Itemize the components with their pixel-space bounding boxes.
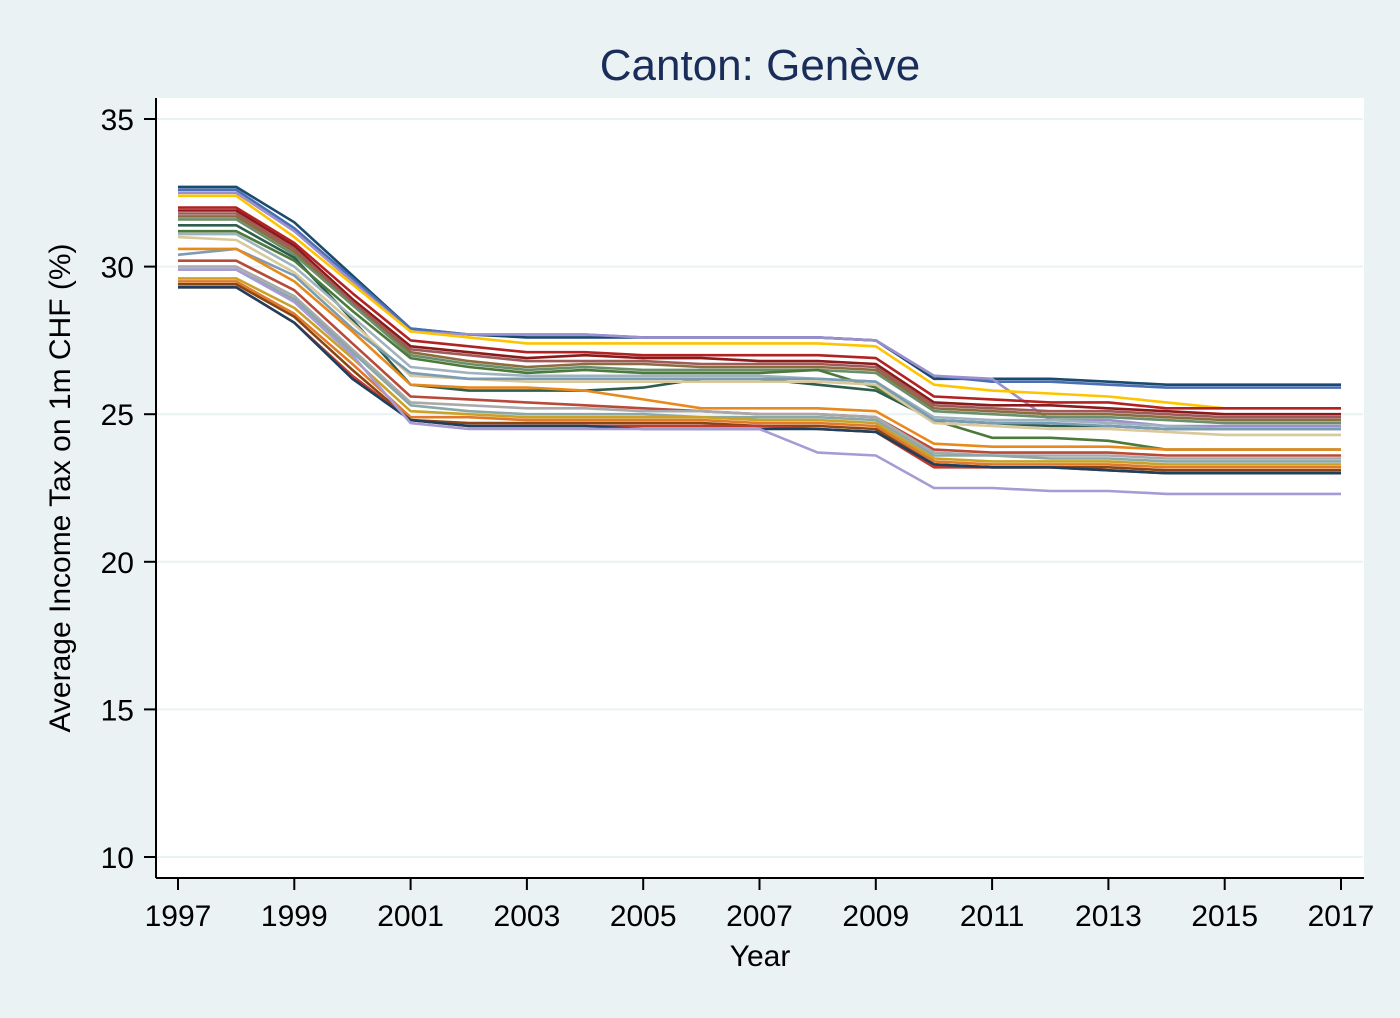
y-tick-label-35: 35	[101, 104, 134, 137]
y-tick-label-30: 30	[101, 252, 134, 285]
series-line-17	[178, 265, 1341, 460]
series-line-4	[178, 194, 1341, 410]
x-tick-label-2015: 2015	[1191, 900, 1258, 933]
series-line-11	[178, 229, 1341, 451]
x-tick-label-2009: 2009	[842, 900, 909, 933]
series-line-9	[178, 218, 1341, 425]
series-line-20	[178, 280, 1341, 469]
series-line-24	[178, 268, 1341, 496]
x-axis-ticks: 1997 1999 2001 2003 2005 2007 2009 2011 2013 2015…	[145, 878, 1375, 933]
series-line-12	[178, 232, 1341, 431]
x-tick-label-1999: 1999	[261, 900, 328, 933]
x-tick-label-2007: 2007	[726, 900, 793, 933]
series-line-5	[178, 206, 1341, 410]
y-axis-ticks: 10 15 20 25 30 35	[101, 104, 156, 875]
x-tick-label-2005: 2005	[610, 900, 677, 933]
chart-title: Canton: Genève	[600, 41, 920, 90]
x-tick-label-2013: 2013	[1075, 900, 1142, 933]
x-axis-label: Year	[730, 940, 791, 973]
series-line-15	[178, 247, 1341, 451]
series-line-7	[178, 212, 1341, 419]
series-line-18	[178, 268, 1341, 463]
y-tick-label-20: 20	[101, 547, 134, 580]
series-line-19	[178, 277, 1341, 466]
series-line-14	[177, 247, 1341, 431]
y-axis-label: Average Income Tax on 1m CHF (%)	[44, 243, 77, 732]
x-tick-label-2003: 2003	[494, 900, 561, 933]
series-line-6	[178, 209, 1341, 416]
x-tick-label-2011: 2011	[960, 900, 1025, 933]
series-group	[177, 185, 1341, 496]
series-line-13	[177, 235, 1341, 437]
y-tick-label-25: 25	[101, 399, 134, 432]
y-tick-label-10: 10	[101, 842, 134, 875]
x-tick-label-2001: 2001	[377, 900, 444, 933]
plot-area	[156, 98, 1364, 878]
y-tick-label-15: 15	[101, 694, 134, 727]
gridlines	[157, 118, 1363, 858]
x-tick-label-1997: 1997	[145, 900, 212, 933]
x-tick-label-2017: 2017	[1308, 900, 1375, 933]
